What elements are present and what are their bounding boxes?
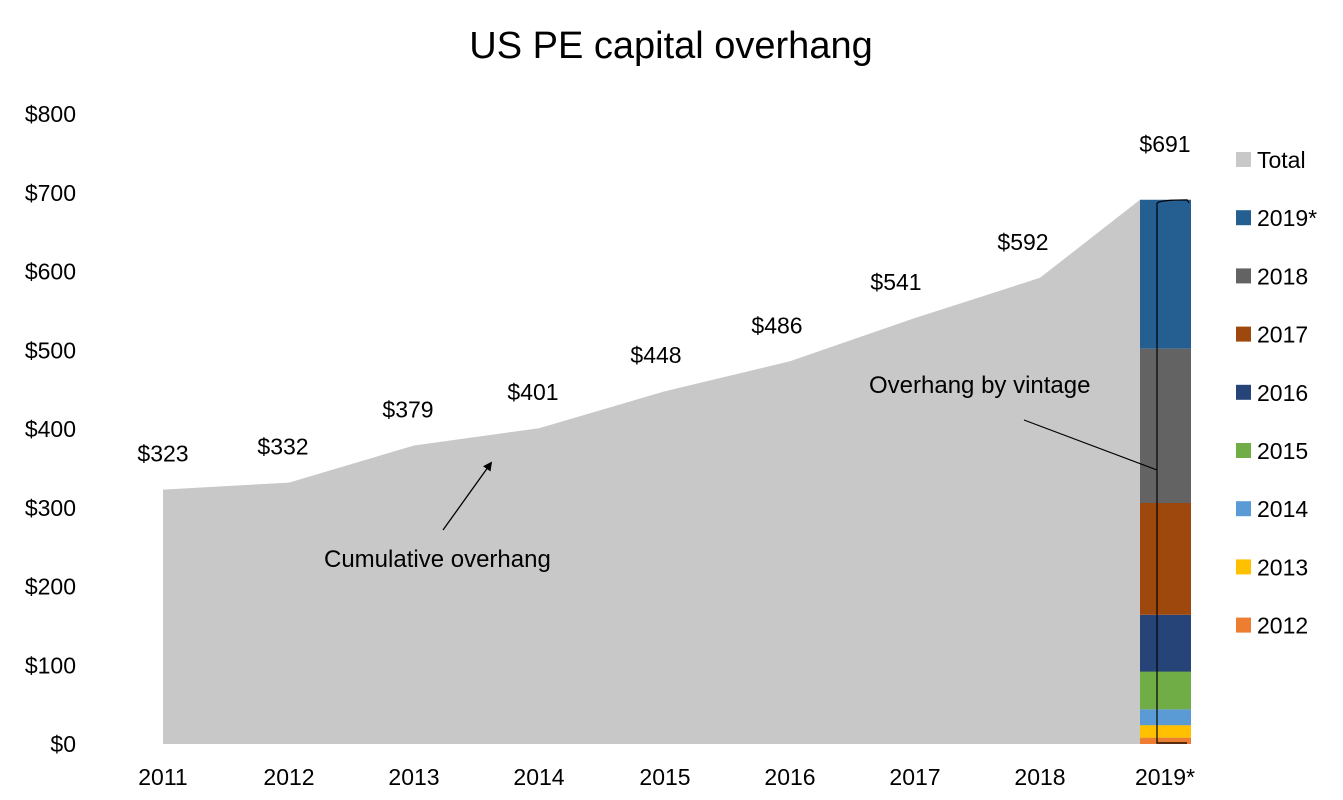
series-total-area	[163, 199, 1191, 745]
bar-segment-2015	[1140, 671, 1191, 710]
chart-title: US PE capital overhang	[469, 25, 872, 67]
y-axis: $0 $100 $200 $300 $400 $500 $600 $700 $800	[25, 101, 76, 757]
data-label: $448	[630, 342, 681, 368]
legend-swatch	[1236, 210, 1251, 226]
legend-label: 2012	[1257, 613, 1308, 639]
x-tick-label: 2011	[138, 764, 187, 790]
data-label: $541	[870, 269, 921, 295]
x-tick-label: 2018	[1014, 764, 1065, 790]
y-tick-label: $0	[50, 731, 76, 757]
data-label: $332	[257, 434, 308, 460]
stacked-bar	[1140, 199, 1191, 744]
legend-swatch	[1236, 501, 1251, 517]
annotations: Cumulative overhang Overhang by vintage	[324, 372, 1158, 573]
arrow-cumulative-overhang	[442, 461, 493, 531]
legend-label: 2018	[1257, 263, 1308, 289]
data-label: $486	[751, 312, 802, 338]
data-labels: $323 $332 $379 $401 $448 $486 $541 $592 $691	[137, 131, 1190, 467]
annotation-overhang-by-vintage: Overhang by vintage	[869, 372, 1090, 399]
x-tick-label: 2014	[513, 764, 564, 790]
bar-segment-2018	[1140, 348, 1191, 503]
legend-label: 2013	[1257, 554, 1308, 580]
bar-segment-2012	[1140, 737, 1191, 744]
leader-overhang-by-vintage	[1023, 419, 1158, 471]
y-tick-label: $700	[25, 180, 76, 206]
y-tick-label: $600	[25, 259, 76, 285]
legend-swatch	[1236, 443, 1251, 458]
y-tick-label: $100	[25, 652, 76, 678]
legend: Total 2019* 2018 2017 2016 2015 2014 2013 2012	[1236, 147, 1317, 639]
vintage-bracket	[1156, 202, 1187, 744]
data-label: $379	[382, 397, 433, 423]
bar-segment-2017	[1140, 503, 1191, 615]
legend-swatch	[1236, 559, 1251, 575]
bar-segment-2013	[1140, 725, 1191, 738]
legend-swatch	[1236, 268, 1251, 284]
bar-segment-2016	[1140, 614, 1191, 672]
legend-swatch	[1236, 152, 1251, 167]
y-tick-label: $500	[25, 337, 76, 363]
x-tick-label: 2012	[263, 764, 314, 790]
y-tick-label: $200	[25, 574, 76, 600]
legend-swatch	[1236, 617, 1251, 633]
bar-segment-2014	[1140, 709, 1191, 726]
bar-segment-2019p	[1140, 199, 1191, 349]
data-label: $592	[997, 229, 1048, 255]
x-tick-label: 2016	[764, 764, 815, 790]
x-tick-label: 2019*	[1135, 764, 1195, 790]
data-label: $691	[1139, 131, 1190, 157]
legend-label: 2017	[1257, 322, 1308, 348]
vintage-bracket-top	[1156, 199, 1190, 204]
y-tick-label: $300	[25, 495, 76, 521]
annotation-cumulative-overhang: Cumulative overhang	[324, 546, 551, 573]
plot-area	[163, 199, 1191, 745]
data-label: $323	[137, 441, 188, 467]
data-label: $401	[507, 379, 558, 405]
x-tick-label: 2015	[639, 764, 690, 790]
y-tick-label: $800	[25, 101, 76, 127]
legend-label: Total	[1257, 147, 1306, 173]
x-axis: 2011 2012 2013 2014 2015 2016 2017 2018 2019*	[138, 764, 1195, 790]
legend-label: 2014	[1257, 496, 1308, 522]
legend-label: 2015	[1257, 438, 1308, 464]
legend-swatch	[1236, 384, 1251, 400]
legend-label: 2016	[1257, 380, 1308, 406]
legend-label: 2019*	[1257, 205, 1317, 231]
x-tick-label: 2017	[889, 764, 940, 790]
y-tick-label: $400	[25, 416, 76, 442]
legend-swatch	[1236, 326, 1251, 342]
x-tick-label: 2013	[388, 764, 439, 790]
